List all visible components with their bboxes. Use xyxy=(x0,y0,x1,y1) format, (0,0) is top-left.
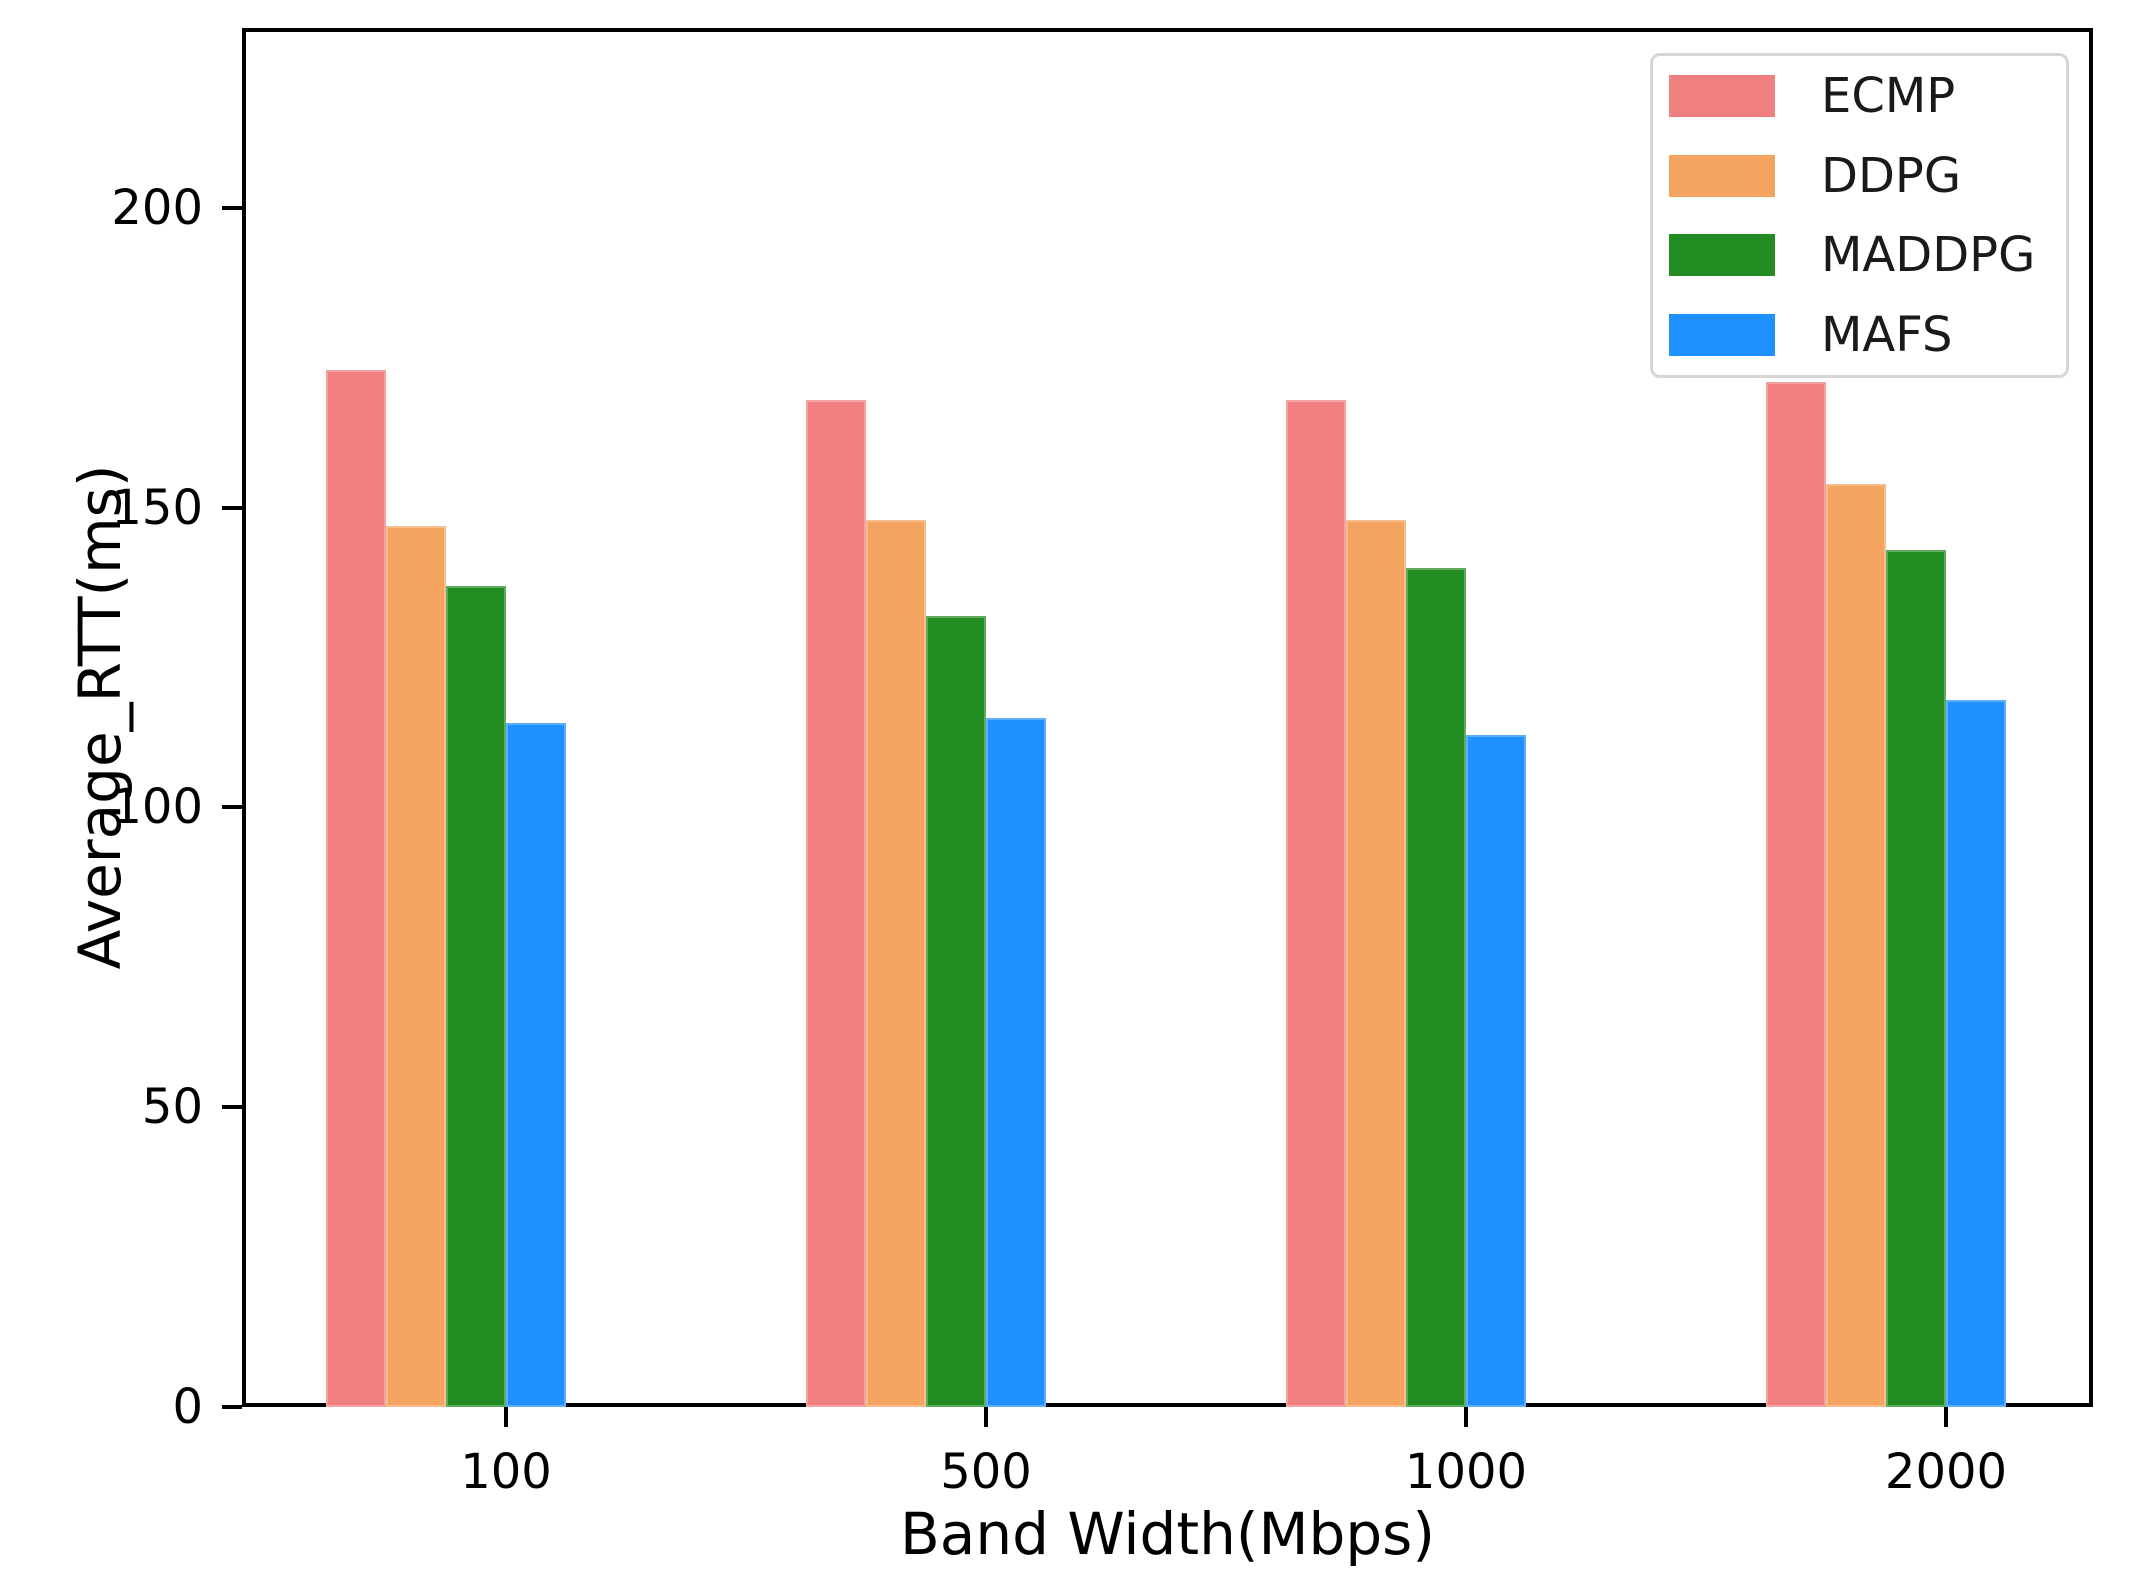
y-tick-mark-150 xyxy=(222,505,242,510)
legend-swatch-ddpg-icon xyxy=(1669,154,1775,197)
bar-mafs-100 xyxy=(506,723,566,1407)
y-tick-mark-100 xyxy=(222,805,242,810)
x-tick-label-1000: 1000 xyxy=(1404,1444,1528,1500)
bar-ecmp-500 xyxy=(806,399,866,1407)
bar-maddpg-1000 xyxy=(1406,567,1466,1407)
legend-swatch-maddpg-icon xyxy=(1669,234,1775,277)
bar-mafs-500 xyxy=(986,717,1046,1407)
legend-label-maddpg: MADDPG xyxy=(1821,227,2036,284)
x-tick-label-100: 100 xyxy=(460,1444,552,1500)
bar-mafs-2000 xyxy=(1946,699,2006,1407)
x-tick-label-2000: 2000 xyxy=(1884,1444,2008,1500)
x-tick-mark-1000 xyxy=(1464,1407,1468,1427)
x-axis-label: Band Width(Mbps) xyxy=(900,1500,1435,1568)
legend-label-ddpg: DDPG xyxy=(1821,147,1962,204)
bar-ddpg-1000 xyxy=(1346,519,1406,1407)
legend-swatch-mafs-icon xyxy=(1669,314,1775,357)
legend-label-ecmp: ECMP xyxy=(1821,67,1956,124)
bar-maddpg-100 xyxy=(446,585,506,1407)
y-tick-label-50: 50 xyxy=(141,1079,203,1136)
bar-ddpg-2000 xyxy=(1826,483,1886,1407)
x-tick-mark-500 xyxy=(984,1407,988,1427)
y-tick-mark-50 xyxy=(222,1105,242,1110)
legend-item-ecmp: ECMP xyxy=(1653,56,2066,136)
legend-label-mafs: MAFS xyxy=(1821,307,1953,364)
bar-ecmp-2000 xyxy=(1766,381,1826,1407)
x-tick-mark-2000 xyxy=(1944,1407,1948,1427)
y-tick-label-200: 200 xyxy=(111,179,203,236)
bar-ecmp-100 xyxy=(326,369,386,1407)
y-tick-mark-200 xyxy=(222,205,242,210)
bar-maddpg-2000 xyxy=(1886,549,1946,1407)
bar-maddpg-500 xyxy=(926,615,986,1407)
bar-ddpg-100 xyxy=(386,525,446,1407)
legend: ECMP DDPG MADDPG MAFS xyxy=(1650,53,2069,378)
y-tick-label-0: 0 xyxy=(172,1379,203,1435)
legend-item-maddpg: MADDPG xyxy=(1653,216,2066,296)
legend-swatch-ecmp-icon xyxy=(1669,74,1775,117)
bar-ddpg-500 xyxy=(866,519,926,1407)
x-tick-label-500: 500 xyxy=(940,1444,1032,1500)
legend-item-ddpg: DDPG xyxy=(1653,136,2066,216)
y-tick-label-100: 100 xyxy=(111,779,203,836)
x-tick-mark-100 xyxy=(504,1407,508,1427)
y-axis-label: Average_RTT(ms) xyxy=(66,464,134,970)
y-tick-mark-0 xyxy=(222,1405,242,1409)
y-tick-label-150: 150 xyxy=(111,479,203,536)
bar-mafs-1000 xyxy=(1466,735,1526,1407)
bar-ecmp-1000 xyxy=(1286,399,1346,1407)
legend-item-mafs: MAFS xyxy=(1653,295,2066,375)
